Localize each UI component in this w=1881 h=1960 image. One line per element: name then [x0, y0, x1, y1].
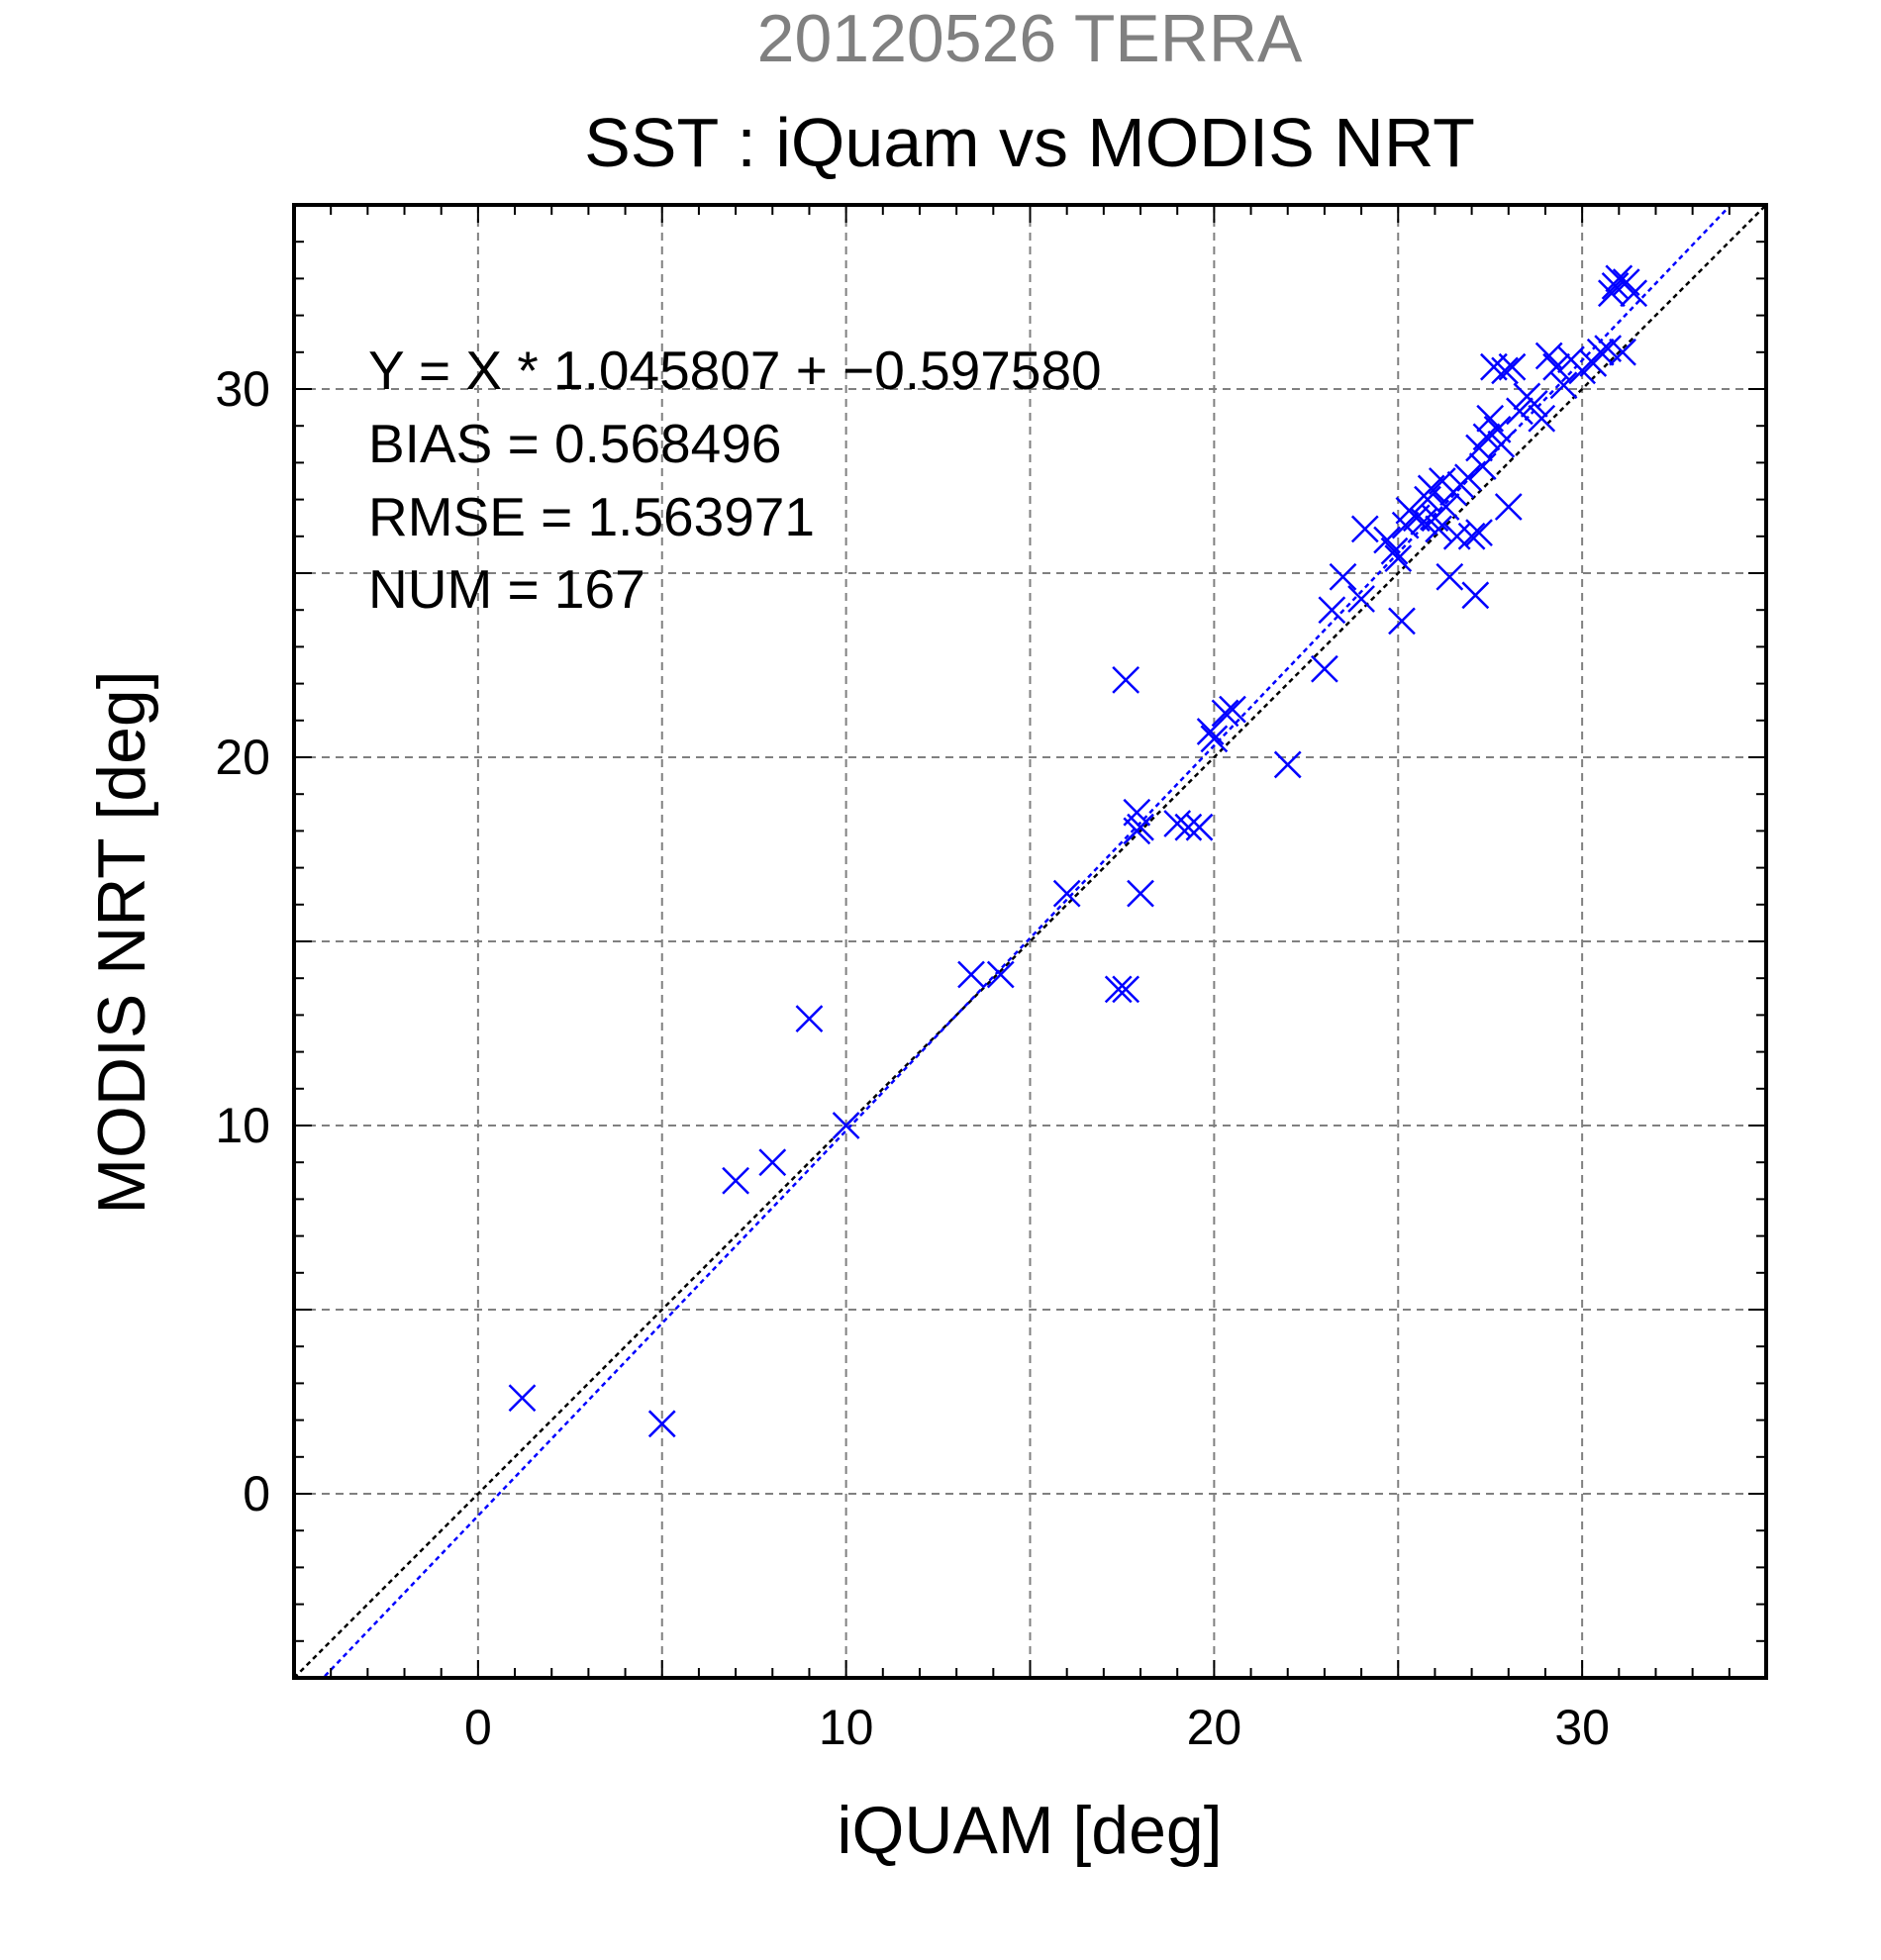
x-tick-label: 0 [464, 1700, 492, 1755]
data-point [1586, 338, 1615, 366]
fit-statistics: Y = X * 1.045807 + −0.597580 BIAS = 0.56… [368, 340, 1102, 620]
data-point [1542, 352, 1570, 381]
chart-title: SST : iQuam vs MODIS NRT [584, 104, 1475, 181]
data-point [508, 1384, 537, 1413]
data-point [1494, 493, 1523, 521]
data-point [1185, 813, 1214, 841]
data-point [1318, 596, 1346, 625]
data-point [1196, 718, 1225, 745]
axis-tick-labels: 0 10 20 30 0 10 20 30 [215, 361, 1610, 1755]
data-point [1127, 879, 1154, 908]
data-point [832, 1112, 860, 1139]
y-tick-label: 0 [243, 1466, 270, 1521]
x-axis-title: iQUAM [deg] [837, 1793, 1222, 1868]
data-point [986, 960, 1015, 989]
data-point [1425, 515, 1453, 543]
data-point [1414, 485, 1441, 514]
data-point [1163, 810, 1192, 837]
grid-lines [294, 205, 1766, 1678]
data-point [1498, 352, 1527, 381]
data-point [1491, 356, 1519, 385]
y-tick-label: 30 [215, 361, 270, 417]
data-point [647, 1410, 676, 1438]
data-point [1487, 430, 1516, 458]
y-tick-label: 10 [215, 1098, 270, 1153]
x-tick-label: 30 [1554, 1700, 1610, 1755]
regression-line [321, 205, 1732, 1678]
x-tick-label: 20 [1187, 1700, 1242, 1755]
data-point [1620, 279, 1648, 308]
data-point [1219, 695, 1246, 724]
data-point [1273, 750, 1302, 779]
data-point [1052, 879, 1081, 908]
data-point [1520, 389, 1548, 418]
data-point [957, 960, 985, 989]
data-point [1597, 279, 1626, 308]
axis-ticks [294, 205, 1766, 1678]
data-point [1549, 371, 1578, 400]
data-point [1347, 585, 1375, 613]
data-point [1211, 699, 1239, 728]
data-point [1174, 813, 1203, 841]
data-point [1457, 522, 1486, 550]
regression-equation: Y = X * 1.045807 + −0.597580 [368, 340, 1102, 401]
data-point [1609, 338, 1636, 366]
data-point [1528, 404, 1556, 433]
data-point [1112, 665, 1140, 694]
chart-suptitle: 20120526 TERRA [757, 1, 1303, 76]
data-point [1127, 813, 1154, 841]
data-points [508, 264, 1648, 1438]
reference-lines [294, 205, 1766, 1678]
sample-count: NUM = 167 [368, 558, 645, 620]
data-point [1384, 544, 1413, 573]
data-point [1453, 463, 1482, 492]
data-point [1380, 537, 1409, 565]
data-point [1200, 725, 1229, 753]
y-tick-label: 20 [215, 730, 270, 785]
x-tick-label: 10 [819, 1700, 874, 1755]
data-point [1410, 508, 1438, 536]
data-point [1461, 581, 1490, 610]
data-point [758, 1148, 787, 1177]
data-point [795, 1005, 824, 1033]
data-point [1104, 975, 1133, 1004]
data-point [1311, 654, 1338, 683]
data-point [1432, 493, 1460, 521]
data-point [722, 1166, 749, 1195]
data-point [1465, 519, 1493, 546]
y-axis-title: MODIS NRT [deg] [84, 670, 159, 1214]
data-point [1601, 271, 1630, 300]
data-point [1112, 975, 1140, 1004]
data-point [1506, 397, 1534, 426]
data-point [1329, 562, 1357, 591]
data-point [1442, 522, 1471, 550]
rmse-stat: RMSE = 1.563971 [368, 486, 815, 547]
data-point [1468, 452, 1497, 481]
data-point [1388, 607, 1416, 636]
data-point [1350, 515, 1379, 543]
data-point [1436, 562, 1464, 591]
bias-stat: BIAS = 0.568496 [368, 413, 781, 474]
